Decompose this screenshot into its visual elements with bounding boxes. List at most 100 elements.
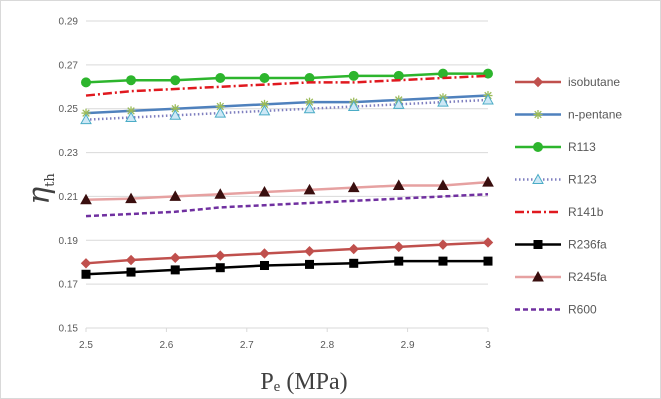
- series-line: [85, 94, 489, 115]
- legend-label: R113: [568, 140, 596, 154]
- legend-swatch-marker: [533, 240, 543, 249]
- x-axis-label: Pe (MPa): [260, 369, 347, 395]
- legend-label: R245fa: [568, 270, 607, 284]
- legend-swatch-marker: [532, 173, 544, 184]
- y-axis-ticks: 0.15 0.17 0.19 0.21 0.23 0.25 0.27 0.29: [59, 17, 79, 335]
- series-line: [85, 74, 489, 97]
- data-point-marker: [80, 113, 92, 125]
- data-point-marker: [258, 104, 271, 116]
- data-point-marker: [394, 256, 404, 266]
- x-axis-label-sub: e: [274, 379, 281, 395]
- y-tick-label: 0.27: [59, 60, 79, 71]
- legend-swatch-marker: [533, 142, 543, 152]
- legend-item: isobutane: [515, 75, 620, 89]
- x-tick-label: 2.6: [159, 340, 173, 351]
- y-tick-label: 0.29: [59, 17, 79, 28]
- legend-label: R236fa: [568, 238, 607, 252]
- x-axis-ticks: 2.5 2.6 2.7 2.8 2.9 3: [79, 328, 491, 351]
- x-tick-label: 2.7: [240, 340, 254, 351]
- y-axis-label-main: η: [22, 187, 57, 205]
- data-point-marker: [170, 75, 181, 86]
- series-isobutane: [80, 237, 494, 269]
- data-point-marker: [215, 250, 226, 261]
- data-point-marker: [126, 267, 136, 277]
- data-point-marker: [214, 188, 227, 199]
- y-tick-label: 0.19: [59, 236, 79, 247]
- legend-swatch-marker: [533, 110, 543, 119]
- data-point-marker: [126, 75, 137, 86]
- data-point-marker: [215, 73, 226, 84]
- data-point-marker: [392, 179, 405, 190]
- data-point-marker: [125, 254, 137, 266]
- data-point-marker: [347, 181, 360, 193]
- data-point-marker: [259, 261, 269, 271]
- data-point-marker: [169, 109, 182, 120]
- legend-item: R141b: [515, 205, 604, 219]
- y-axis-label-sub: th: [43, 173, 58, 187]
- series-line: [85, 192, 489, 218]
- data-point-marker: [125, 111, 137, 122]
- data-point-marker: [347, 100, 360, 112]
- y-tick-label: 0.15: [59, 324, 79, 335]
- legend-item: n-pentane: [515, 108, 622, 122]
- y-tick-label: 0.21: [59, 192, 79, 203]
- data-point-marker: [482, 176, 494, 187]
- legend: isobutane n-pentane R113 R123 R141b R236fa R24…: [515, 75, 622, 317]
- x-tick-label: 2.5: [79, 340, 93, 351]
- data-point-marker: [170, 265, 180, 275]
- data-point-marker: [125, 192, 137, 204]
- legend-label: R141b: [568, 205, 604, 219]
- series-r600: [85, 192, 489, 218]
- data-point-marker: [482, 93, 494, 105]
- series-line: [85, 180, 489, 201]
- data-point-marker: [349, 258, 359, 268]
- legend-label: n-pentane: [568, 108, 622, 122]
- x-tick-label: 3: [485, 340, 491, 351]
- legend-label: R600: [568, 303, 597, 317]
- data-point-marker: [80, 258, 92, 269]
- data-point-marker: [303, 183, 316, 195]
- data-point-marker: [303, 102, 316, 114]
- data-point-marker: [214, 107, 227, 118]
- x-tick-label: 2.9: [401, 340, 415, 351]
- legend-item: R123: [515, 173, 597, 187]
- data-point-marker: [170, 252, 181, 264]
- legend-item: R600: [515, 303, 597, 317]
- y-axis-label: ηth: [22, 173, 58, 205]
- y-tick-label: 0.23: [59, 148, 79, 159]
- gridlines: [86, 20, 488, 329]
- data-point-marker: [80, 193, 92, 205]
- data-point-marker: [215, 102, 225, 112]
- legend-label: isobutane: [568, 75, 620, 89]
- series-r245fa: [80, 176, 494, 205]
- data-point-marker: [348, 243, 359, 255]
- legend-swatch-marker: [532, 270, 544, 282]
- legend-item: R236fa: [515, 238, 607, 252]
- data-point-marker: [437, 96, 449, 107]
- data-point-marker: [437, 179, 449, 190]
- x-axis-label-unit: (MPa): [280, 369, 347, 395]
- data-point-marker: [259, 248, 270, 259]
- data-point-marker: [437, 239, 449, 250]
- legend-item: R113: [515, 140, 596, 154]
- series-line: [85, 259, 488, 276]
- data-point-marker: [169, 190, 182, 201]
- data-point-marker: [215, 263, 225, 273]
- x-tick-label: 2.8: [320, 340, 334, 351]
- y-tick-label: 0.25: [59, 104, 79, 115]
- data-point-marker: [81, 269, 91, 279]
- data-point-marker: [259, 99, 269, 109]
- data-point-marker: [438, 256, 448, 266]
- data-point-marker: [348, 70, 359, 81]
- data-point-marker: [81, 77, 91, 88]
- data-point-marker: [305, 259, 315, 269]
- series-n-pentane: [81, 91, 493, 118]
- y-tick-label: 0.17: [59, 280, 79, 291]
- series-line: [85, 241, 489, 265]
- data-point-marker: [482, 237, 494, 248]
- series-layer: [80, 68, 494, 279]
- data-point-marker: [392, 98, 405, 109]
- data-point-marker: [304, 246, 315, 257]
